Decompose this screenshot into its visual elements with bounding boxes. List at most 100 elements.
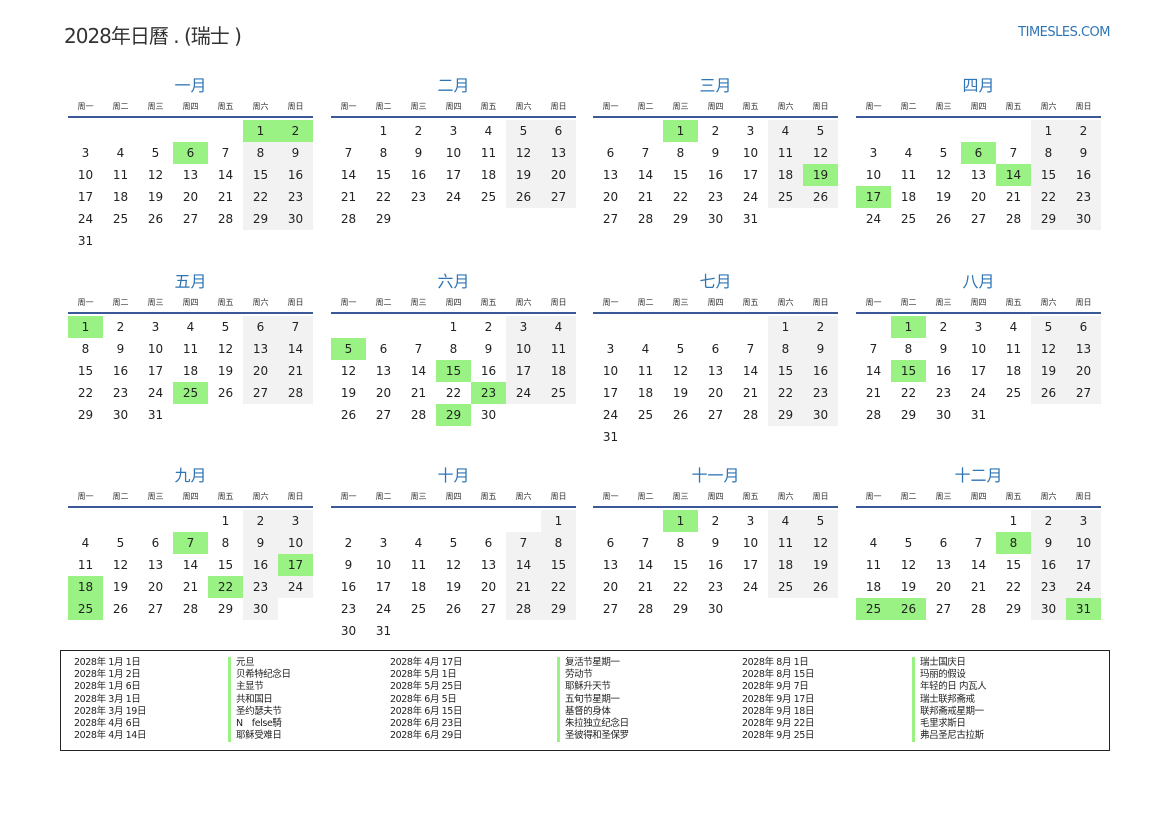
holiday-date: 2028年 1月 1日 xyxy=(74,657,141,668)
day-cell: 7 xyxy=(641,146,650,160)
day-cell: 4 xyxy=(81,536,90,550)
day-cell: 1 xyxy=(221,514,230,528)
day-grid: 1 2 3 4 5 6 7 8 9 10 11 12 13 14 15 16 17 18 19 20 21 22 23 24 2… xyxy=(593,120,838,230)
day-cell: 27 xyxy=(935,602,952,616)
empty-cell xyxy=(663,316,698,338)
weekday-label: 周四 xyxy=(445,102,462,111)
weekday-header: 周一 周二 周三 周四 周五 周六 周日 xyxy=(331,294,576,314)
day-cell: 23 xyxy=(1066,186,1101,208)
weekday-header: 周一 周二 周三 周四 周五 周六 周日 xyxy=(68,488,313,508)
empty-cell xyxy=(331,316,366,338)
day-cell: 13 xyxy=(480,558,497,572)
weekday-label: 周一 xyxy=(340,102,357,111)
weekday-label: 周四 xyxy=(707,492,724,501)
day-cell: 19 xyxy=(147,190,164,204)
empty-cell xyxy=(698,316,733,338)
page-title: 2028年日曆 . (瑞士 ) xyxy=(64,24,242,48)
empty-cell xyxy=(506,510,541,532)
day-cell: 13 xyxy=(707,364,724,378)
day-cell: 11 xyxy=(77,558,94,572)
day-cell: 20 xyxy=(602,580,619,594)
weekday-header: 周一 周二 周三 周四 周五 周六 周日 xyxy=(68,98,313,118)
day-cell: 20 xyxy=(147,580,164,594)
holiday-day-cell: 6 xyxy=(961,142,996,164)
weekday-label: 周五 xyxy=(217,298,234,307)
day-cell: 12 xyxy=(900,558,917,572)
holiday-day-cell: 14 xyxy=(996,164,1031,186)
holiday-day-cell: 26 xyxy=(891,598,926,620)
day-cell: 21 xyxy=(637,580,654,594)
day-cell: 16 xyxy=(1031,554,1066,576)
weekday-header: 周一 周二 周三 周四 周五 周六 周日 xyxy=(856,98,1101,118)
holiday-name: 弗吕圣尼古拉斯 xyxy=(912,730,986,743)
day-cell: 3 xyxy=(379,536,388,550)
weekday-label: 周日 xyxy=(812,492,829,501)
day-cell: 3 xyxy=(278,510,313,532)
weekday-label: 周一 xyxy=(77,298,94,307)
day-cell: 28 xyxy=(278,382,313,404)
weekday-label: 周五 xyxy=(1005,298,1022,307)
weekday-label: 周一 xyxy=(340,298,357,307)
month-7: 七月 周一 周二 周三 周四 周五 周六 周日 1 2 3 4 5 6 7 8 9 10 11 12 13 14 15 16 1… xyxy=(593,270,838,448)
day-cell: 10 xyxy=(147,342,164,356)
day-cell: 20 xyxy=(1066,360,1101,382)
brand-link[interactable]: TIMESLES.COM xyxy=(1018,25,1110,40)
month-name: 六月 xyxy=(437,272,470,291)
day-cell: 22 xyxy=(768,382,803,404)
empty-cell xyxy=(436,510,471,532)
holiday-date: 2028年 8月 15日 xyxy=(742,669,815,681)
day-cell: 31 xyxy=(970,408,987,422)
day-cell: 2 xyxy=(711,514,720,528)
weekday-header: 周一 周二 周三 周四 周五 周六 周日 xyxy=(331,98,576,118)
day-cell: 19 xyxy=(506,164,541,186)
day-cell: 23 xyxy=(1031,576,1066,598)
day-cell: 9 xyxy=(711,146,720,160)
day-cell: 12 xyxy=(935,168,952,182)
day-cell: 31 xyxy=(742,212,759,226)
empty-cell xyxy=(593,120,628,142)
day-cell: 1 xyxy=(379,124,388,138)
holiday-date: 2028年 6月 29日 xyxy=(390,730,463,742)
day-cell: 12 xyxy=(217,342,234,356)
day-cell: 14 xyxy=(278,338,313,360)
day-cell: 5 xyxy=(221,320,230,334)
day-cell: 26 xyxy=(672,408,689,422)
holiday-day-cell: 2 xyxy=(278,120,313,142)
holiday-date: 2028年 9月 18日 xyxy=(742,705,815,717)
day-cell: 16 xyxy=(1066,164,1101,186)
day-cell: 6 xyxy=(379,342,388,356)
weekday-label: 周六 xyxy=(1040,298,1057,307)
month-9: 九月 周一 周二 周三 周四 周五 周六 周日 1 2 3 4 5 6 7 8 9 10 11 12 13 14 15 16 1… xyxy=(68,464,313,620)
weekday-label: 周二 xyxy=(375,298,392,307)
day-cell: 1 xyxy=(768,316,803,338)
day-cell: 25 xyxy=(480,190,497,204)
day-cell: 13 xyxy=(243,338,278,360)
empty-cell xyxy=(103,120,138,142)
day-cell: 24 xyxy=(375,602,392,616)
day-cell: 27 xyxy=(375,408,392,422)
day-cell: 10 xyxy=(602,364,619,378)
day-cell: 30 xyxy=(278,208,313,230)
day-cell: 3 xyxy=(449,124,458,138)
day-cell: 18 xyxy=(541,360,576,382)
day-cell: 8 xyxy=(81,342,90,356)
day-cell: 26 xyxy=(506,186,541,208)
weekday-label: 周一 xyxy=(77,102,94,111)
weekday-label: 周五 xyxy=(1005,102,1022,111)
day-cell: 9 xyxy=(243,532,278,554)
day-cell: 15 xyxy=(217,558,234,572)
weekday-label: 周六 xyxy=(777,102,794,111)
day-cell: 27 xyxy=(707,408,724,422)
day-cell: 19 xyxy=(112,580,129,594)
day-cell: 4 xyxy=(869,536,878,550)
day-cell: 26 xyxy=(147,212,164,226)
day-cell: 3 xyxy=(151,320,160,334)
weekday-label: 周五 xyxy=(742,102,759,111)
holiday-name: 基督的身体 xyxy=(557,705,629,719)
day-grid: 1 2 3 4 5 6 7 8 9 10 11 12 13 14 15 16 17 18 19 20 21 22 23 24 2… xyxy=(331,510,576,642)
day-cell: 26 xyxy=(217,386,234,400)
holiday-day-cell: 1 xyxy=(663,120,698,142)
weekday-header: 周一 周二 周三 周四 周五 周六 周日 xyxy=(856,488,1101,508)
day-cell: 20 xyxy=(602,190,619,204)
day-cell: 25 xyxy=(1005,386,1022,400)
